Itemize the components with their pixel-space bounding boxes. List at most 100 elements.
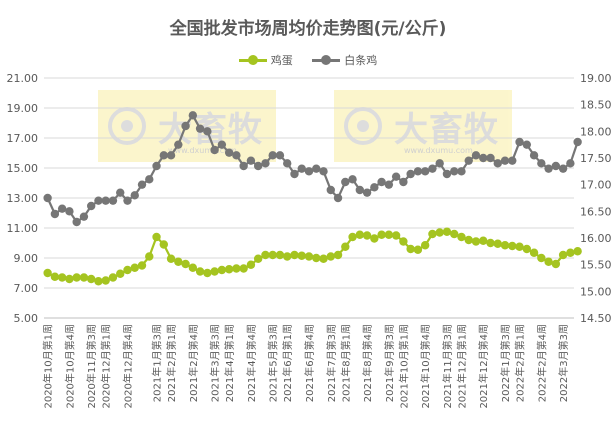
data-point-chicken: [188, 111, 198, 120]
data-point-chicken: [370, 183, 379, 192]
legend-swatch-egg: [238, 55, 267, 65]
y-right-tick-label: 18.50: [580, 99, 612, 112]
data-point-chicken: [137, 180, 147, 189]
x-tick-label: 2021年12月第1周: [455, 324, 468, 409]
x-tick-label: 2021年2月第4周: [187, 324, 200, 402]
data-point-chicken: [479, 153, 488, 163]
data-point-egg: [551, 259, 561, 269]
data-point-egg: [159, 240, 168, 249]
data-point-chicken: [174, 140, 183, 149]
data-point-egg: [166, 254, 176, 263]
data-point-chicken: [508, 156, 517, 165]
data-point-chicken: [348, 175, 357, 184]
x-tick-label: 2021年8月第4周: [361, 324, 374, 402]
data-point-chicken: [558, 164, 568, 173]
data-point-egg: [210, 267, 219, 276]
data-point-egg: [290, 250, 299, 260]
data-point-egg: [130, 263, 139, 272]
data-point-egg: [362, 231, 372, 240]
data-point-egg: [246, 260, 256, 269]
y-left-tick-label: 7.00: [14, 282, 39, 295]
legend-item-egg: 鸡蛋: [238, 52, 293, 68]
data-point-egg: [457, 232, 466, 242]
data-point-egg: [65, 274, 74, 284]
x-tick-label: 2021年6月第4周: [303, 324, 316, 402]
data-point-egg: [79, 273, 89, 282]
legend-label-chicken: 白条鸡: [344, 54, 378, 67]
data-point-egg: [500, 241, 510, 250]
x-tick-label: 2021年4月第1周: [223, 324, 236, 402]
data-point-chicken: [57, 204, 67, 213]
data-point-chicken: [86, 201, 96, 211]
chart-legend: 鸡蛋 白条鸡: [0, 52, 616, 68]
data-point-egg: [435, 228, 444, 237]
data-point-egg: [94, 277, 103, 286]
data-point-egg: [43, 268, 52, 278]
data-point-chicken: [145, 175, 154, 184]
legend-swatch-chicken: [312, 55, 341, 65]
data-point-chicken: [123, 196, 132, 205]
data-point-chicken: [43, 193, 52, 203]
watermark-text: 大畜牧: [394, 109, 499, 150]
data-point-chicken: [50, 209, 60, 219]
data-point-chicken: [522, 140, 532, 149]
data-point-egg: [203, 268, 212, 278]
data-point-chicken: [566, 159, 575, 168]
y-left-tick-label: 11.00: [7, 222, 39, 235]
x-tick-label: 2021年10月第1周: [397, 324, 410, 409]
data-point-chicken: [246, 156, 256, 165]
data-point-chicken: [108, 196, 118, 205]
watermark-circle-icon: [108, 107, 146, 145]
data-point-egg: [174, 257, 183, 266]
data-point-egg: [195, 267, 205, 276]
data-point-chicken: [326, 185, 335, 195]
data-point-egg: [101, 276, 110, 285]
y-left-tick-label: 19.00: [7, 102, 39, 115]
data-point-chicken: [275, 151, 285, 160]
x-tick-label: 2022年2月第1周: [514, 324, 527, 402]
data-point-chicken: [442, 169, 452, 179]
data-point-egg: [268, 250, 277, 260]
data-point-chicken: [130, 191, 139, 200]
data-point-egg: [558, 250, 568, 260]
data-point-chicken: [304, 167, 314, 176]
data-point-chicken: [319, 167, 328, 176]
data-point-egg: [224, 265, 234, 274]
legend-label-egg: 鸡蛋: [270, 54, 293, 67]
y-right-tick-label: 19.00: [580, 72, 612, 85]
data-point-chicken: [486, 153, 495, 163]
data-point-chicken: [239, 161, 248, 171]
data-point-chicken: [341, 177, 350, 187]
data-point-egg: [108, 273, 118, 282]
data-point-egg: [326, 252, 335, 261]
data-point-chicken: [268, 151, 277, 160]
data-point-chicken: [493, 159, 502, 168]
data-point-chicken: [399, 177, 408, 187]
data-point-chicken: [159, 151, 168, 160]
data-point-egg: [239, 264, 248, 273]
data-point-chicken: [72, 217, 81, 227]
data-point-chicken: [355, 185, 365, 195]
data-point-chicken: [152, 161, 161, 171]
x-tick-label: 2022年1月第3周: [499, 324, 512, 402]
data-point-egg: [428, 229, 437, 239]
y-left-tick-label: 21.00: [7, 72, 39, 85]
data-point-chicken: [515, 137, 524, 147]
y-right-tick-label: 18.00: [580, 125, 612, 138]
data-point-chicken: [253, 161, 263, 171]
data-point-egg: [384, 230, 394, 239]
data-point-egg: [573, 247, 582, 256]
data-point-egg: [181, 259, 190, 269]
data-point-egg: [50, 272, 60, 281]
data-point-egg: [232, 264, 241, 273]
data-point-chicken: [420, 167, 430, 176]
x-tick-label: 2021年10月第4周: [419, 324, 432, 409]
data-point-egg: [152, 232, 161, 242]
watermark-url: www.dxumu.com: [168, 146, 237, 155]
watermark-logo-right: 大畜牧 www.dxumu.com: [334, 90, 512, 162]
x-tick-label: 2021年3月第3周: [209, 324, 222, 402]
data-point-chicken: [544, 164, 553, 173]
data-point-chicken: [297, 164, 306, 173]
